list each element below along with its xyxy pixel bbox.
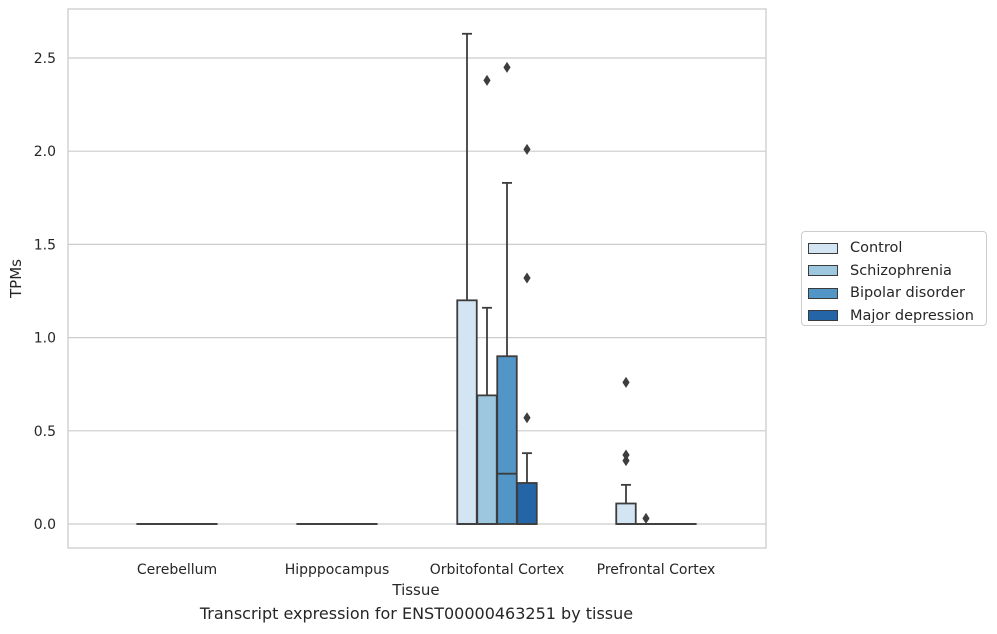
legend-swatch-control [808,242,838,254]
box-body [476,394,498,525]
figure-caption: Transcript expression for ENST0000046325… [199,604,634,623]
box-schizophrenia [635,512,657,525]
x-axis-label: Tissue [391,581,439,599]
x-tick-label: Hipppocampus [285,562,390,578]
y-axis-label: TPMs [7,259,25,299]
outlier-point [523,272,531,284]
legend-swatch-schizophrenia [808,265,838,277]
box-body [456,299,478,525]
gridlines [68,57,766,525]
x-tick-label: Orbitofontal Cortex [430,562,565,578]
x-tick-labels: Cerebellum Hipppocampus Orbitofontal Corte… [137,562,715,578]
y-tick-labels: 0.0 0.5 1.0 1.5 2.0 2.5 [34,51,56,533]
outlier-point [642,512,650,524]
outlier-point [622,455,630,467]
outlier-point [622,376,630,388]
legend-swatch-major-depression [808,310,838,322]
box-bipolar-disorder [496,61,518,525]
y-tick-label: 0.0 [34,517,56,533]
y-tick-label: 1.0 [34,331,56,347]
box-series-layer [136,32,697,525]
outlier-point [622,449,630,461]
box-body [496,355,518,525]
box-schizophrenia [476,74,498,525]
legend-label: Schizophrenia [850,262,952,279]
y-tick-label: 0.5 [34,424,56,440]
legend-item-bipolar-disorder: Bipolar disorder [808,282,986,305]
x-tick-label: Cerebellum [137,562,217,578]
legend-swatch-bipolar-disorder [808,287,838,299]
y-tick-label: 2.0 [34,144,56,160]
legend-label: Major depression [850,307,974,324]
box-body [516,482,538,525]
outlier-point [483,74,491,86]
legend-item-control: Control [808,237,986,260]
y-tick-label: 2.5 [34,51,56,67]
box-control [456,32,478,525]
box-control [615,376,637,525]
y-tick-label: 1.5 [34,237,56,253]
x-tick-label: Prefrontal Cortex [597,562,716,578]
outlier-point [523,412,531,424]
chart-legend: Control Schizophrenia Bipolar disorder M… [801,231,987,326]
outlier-point [523,143,531,155]
legend-label: Control [850,240,903,257]
legend-item-schizophrenia: Schizophrenia [808,260,986,283]
box-major-depression [516,143,538,525]
outlier-point [503,61,511,73]
box-body [615,502,637,525]
legend-item-major-depression: Major depression [808,305,986,328]
plot-area-frame [67,8,767,549]
legend-label: Bipolar disorder [850,285,965,302]
